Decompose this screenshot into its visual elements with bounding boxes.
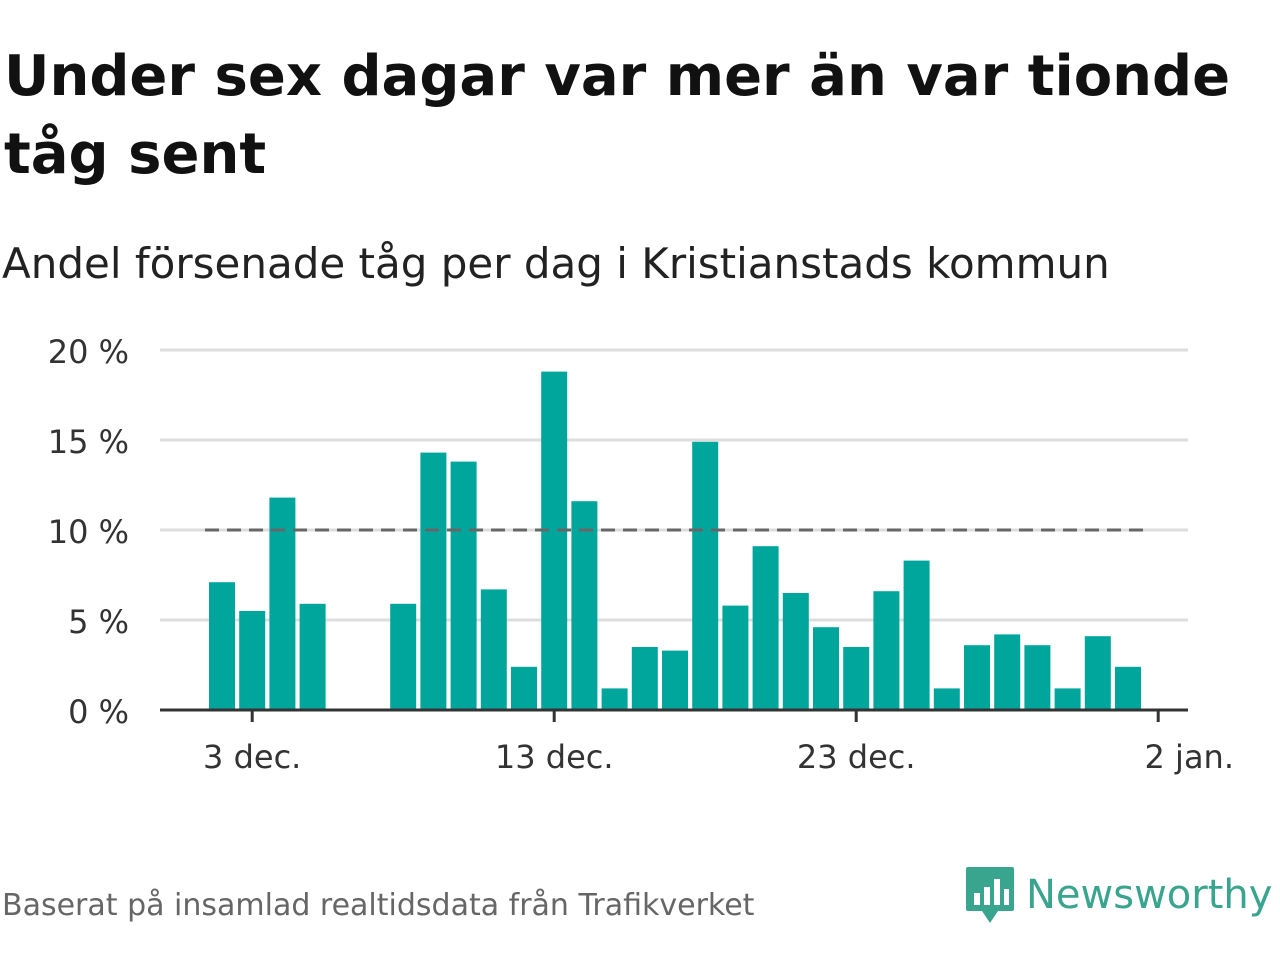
bar — [933, 688, 960, 710]
gridlines — [160, 348, 1188, 622]
bar — [450, 461, 477, 710]
chart-subtitle: Andel försenade tåg per dag i Kristianst… — [2, 239, 1110, 288]
bar — [1024, 645, 1051, 710]
bar — [571, 501, 598, 710]
x-tick-label: 13 dec. — [495, 738, 614, 776]
x-tick-label: 2 jan. — [1145, 738, 1234, 776]
bar — [782, 593, 809, 710]
y-axis-ticks: 0 % 5 % 10 % 15 % 20 % — [48, 333, 129, 731]
bar — [843, 647, 870, 710]
newsworthy-bar-chart-badge-icon — [966, 867, 1014, 923]
bar — [903, 560, 930, 710]
x-tick-label: 23 dec. — [797, 738, 916, 776]
y-tick-label: 20 % — [48, 333, 129, 371]
bar — [420, 452, 447, 710]
bar — [480, 589, 507, 710]
bar-chart: 0 % 5 % 10 % 15 % 20 % 3 dec. 13 dec. 23 dec. 2… — [48, 333, 1234, 776]
bar — [752, 546, 779, 710]
bar — [692, 441, 719, 710]
bar — [511, 666, 537, 710]
bar — [209, 582, 235, 710]
bar — [601, 688, 628, 710]
bar — [1115, 666, 1141, 710]
bar — [662, 650, 688, 710]
y-tick-label: 5 % — [68, 603, 129, 641]
bar — [239, 611, 266, 710]
chart-title: Under sex dagar var mer än var tionde tå… — [4, 44, 1231, 187]
source-note: Baserat på insamlad realtidsdata från Tr… — [2, 888, 755, 923]
x-tick-label: 3 dec. — [203, 738, 301, 776]
y-tick-label: 10 % — [48, 513, 129, 551]
bar — [722, 605, 749, 710]
bar — [390, 603, 417, 710]
bar — [873, 591, 900, 710]
bar — [994, 634, 1021, 710]
bar — [541, 371, 568, 710]
x-axis: 3 dec. 13 dec. 23 dec. 2 jan. — [160, 708, 1234, 776]
logo-name: Newsworthy — [1026, 872, 1273, 918]
bar — [269, 497, 296, 710]
bar — [299, 603, 326, 710]
bar — [631, 647, 658, 710]
bar — [1054, 688, 1081, 710]
bars — [209, 371, 1141, 710]
y-tick-label: 0 % — [68, 693, 129, 731]
newsworthy-logo: Newsworthy — [964, 862, 1272, 928]
bar — [1084, 636, 1111, 710]
bar — [964, 645, 990, 710]
bar — [813, 627, 839, 710]
y-tick-label: 15 % — [48, 423, 129, 461]
